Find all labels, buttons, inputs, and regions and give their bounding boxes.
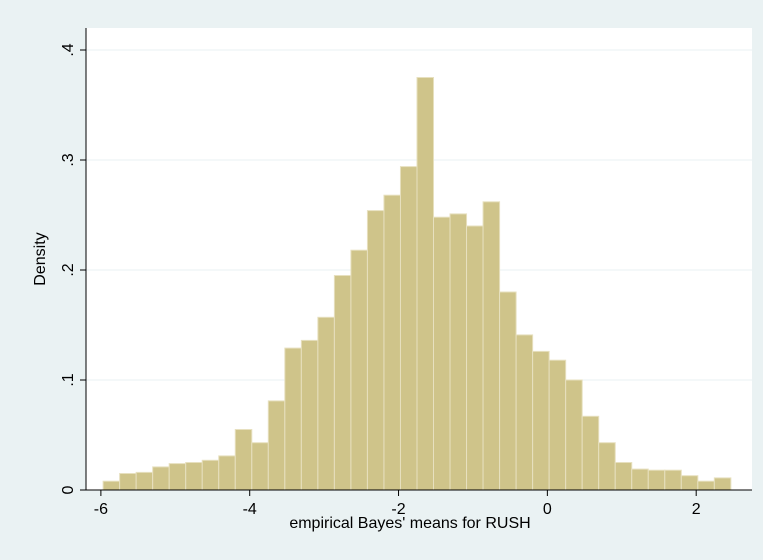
histogram-bar-5 [185,462,203,491]
histogram-bar-31 [614,462,633,491]
histogram-bar-36 [697,480,715,491]
histogram-bar-9 [251,442,269,491]
histogram-bar-11 [284,347,302,491]
y-axis-ticks: 0 .1 .2 .3 .4 [60,43,86,494]
histogram-bar-4 [168,463,187,491]
y-axis-title: Density [32,232,49,285]
histogram-bar-18 [399,166,418,491]
y-tick-label-2: .2 [60,263,77,276]
x-tick-label-4: 2 [692,501,701,518]
histogram-bar-25 [515,334,534,491]
histogram-bar-19 [416,77,435,491]
histogram-bar-27 [548,359,567,491]
histogram-bar-34 [664,469,682,491]
y-tick-label-4: .4 [60,43,77,56]
x-axis-title: empirical Bayes' means for RUSH [289,515,530,532]
histogram-bar-16 [366,210,385,491]
histogram-bar-13 [317,316,335,491]
axes [85,28,752,491]
histogram-bar-30 [598,442,616,491]
histogram-bar-7 [218,455,236,491]
histogram-bar-26 [532,350,550,491]
histogram-bar-2 [135,471,154,491]
histogram-bar-28 [565,379,583,491]
y-tick-label-3: .3 [60,153,77,166]
histogram-bar-35 [680,475,699,491]
histogram-bar-3 [152,466,170,491]
x-tick-label-3: 0 [543,501,552,518]
histogram-bar-14 [333,275,352,491]
histogram-bar-8 [234,429,253,491]
histogram-bar-32 [631,468,649,491]
histogram-bar-20 [433,216,451,491]
histogram-bar-17 [383,194,401,491]
histogram-bar-10 [267,400,286,491]
x-tick-label-1: -4 [243,501,257,518]
histogram-bar-15 [350,249,368,491]
histogram-bar-0 [102,480,121,491]
histogram-bar-12 [300,339,319,491]
x-tick-label-0: -6 [94,501,108,518]
histogram-bar-6 [201,459,220,491]
histogram-bar-1 [119,473,137,491]
x-axis-ticks: -6 -4 -2 0 2 [94,490,701,518]
histogram-bar-24 [499,291,517,491]
histogram-bar-23 [482,201,501,491]
y-tick-label-1: .1 [60,373,77,386]
y-tick-label-0: 0 [60,485,77,494]
histogram-bar-22 [466,225,484,491]
x-tick-label-2: -2 [391,501,405,518]
histogram-bar-29 [581,415,600,491]
histogram-bar-21 [449,213,468,491]
histogram-bar-37 [713,477,732,491]
histogram-bar-33 [647,469,666,491]
